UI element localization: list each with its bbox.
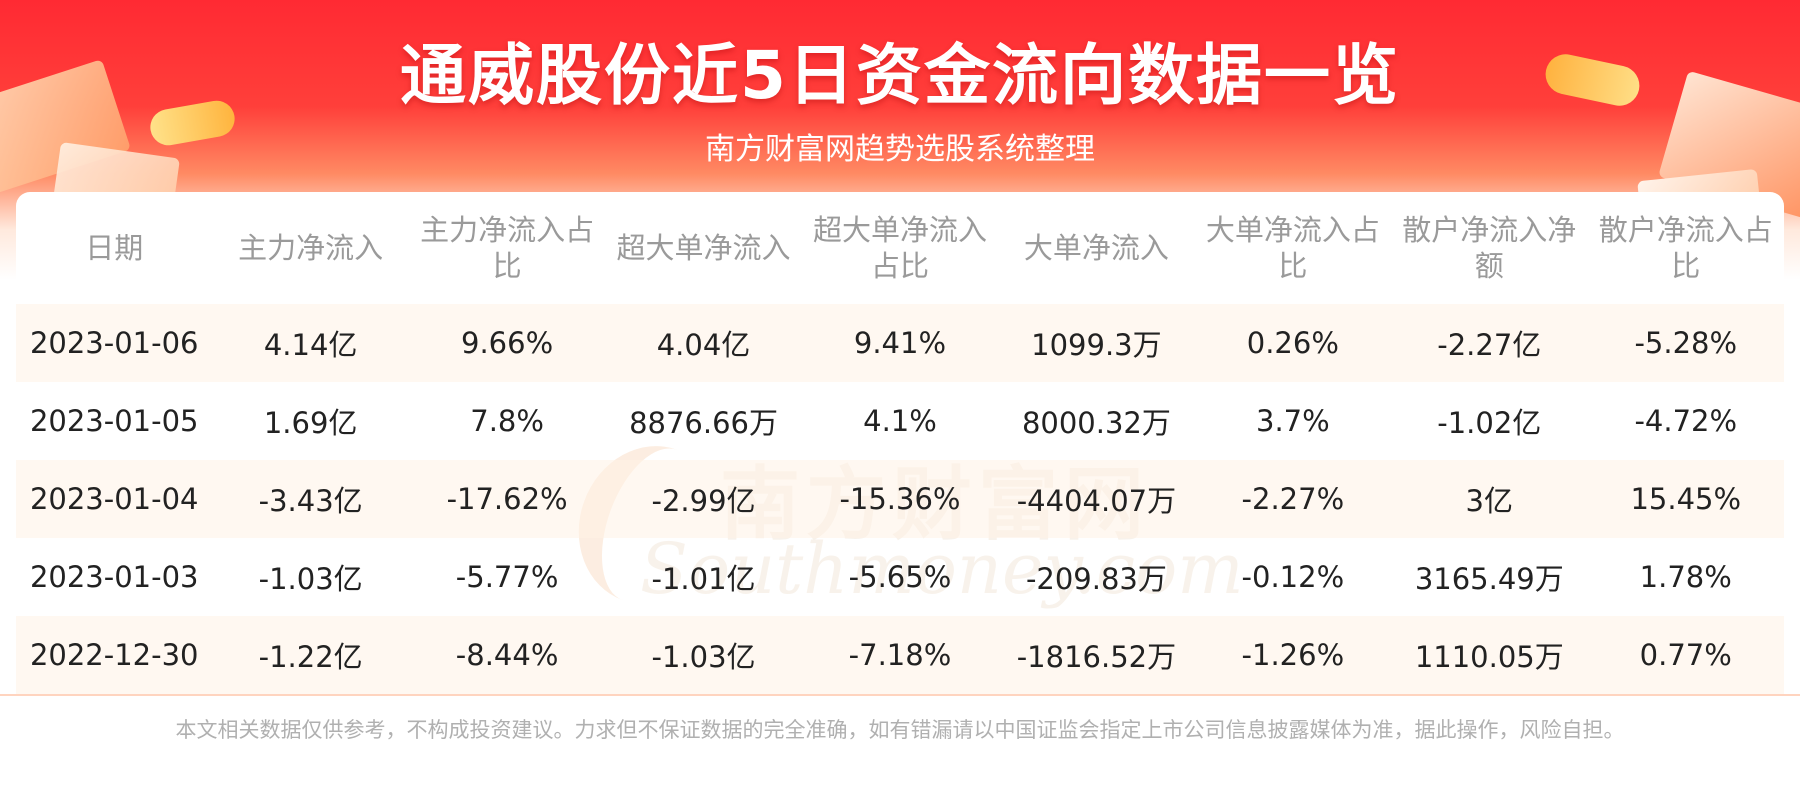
table-cell: -5.28% xyxy=(1587,304,1784,382)
column-header: 大单净流入 xyxy=(1023,231,1169,265)
table-row: 2023-01-04 -3.43亿 -17.62% -2.99亿 -15.36%… xyxy=(16,460,1784,538)
table-cell: -5.65% xyxy=(848,560,952,594)
table-cell: -2.27亿 xyxy=(1391,304,1588,382)
table-cell: 2023-01-05 xyxy=(29,404,199,438)
column-header: 大单净流入占比 xyxy=(1205,213,1380,283)
table-cell: -209.83万 xyxy=(1025,562,1167,596)
table-cell: 8000.32万 xyxy=(1021,406,1171,440)
table-row: 2023-01-03 -1.03亿 -5.77% -1.01亿 -5.65% -… xyxy=(16,538,1784,616)
table-cell: -1.26% xyxy=(1194,616,1392,694)
table-cell: 4.14亿 xyxy=(212,304,409,382)
table-cell: 2022-12-30 xyxy=(16,616,213,694)
table-cell: 1.69亿 xyxy=(263,406,358,440)
footer-divider xyxy=(0,694,1800,696)
table-cell: 9.41% xyxy=(801,304,999,382)
disclaimer-text: 本文相关数据仅供参考，不构成投资建议。力求但不保证数据的完全准确，如有错漏请以中… xyxy=(175,718,1625,742)
table-cell: 2023-01-03 xyxy=(29,560,199,594)
table-cell: 9.66% xyxy=(408,304,606,382)
table-cell: 1.78% xyxy=(1639,560,1732,594)
table-cell: 7.8% xyxy=(470,404,544,438)
table-cell: -8.44% xyxy=(408,616,606,694)
table-cell: -1.22亿 xyxy=(212,616,409,694)
column-header: 超大单净流入占比 xyxy=(812,213,987,283)
table-cell: -5.77% xyxy=(455,560,559,594)
table-cell: -2.99亿 xyxy=(605,460,802,538)
table-cell: 4.04亿 xyxy=(605,304,802,382)
table-cell: -15.36% xyxy=(801,460,999,538)
table-cell: 2023-01-04 xyxy=(16,460,213,538)
table-cell: 2023-01-06 xyxy=(16,304,213,382)
table-cell: 8876.66万 xyxy=(629,406,778,440)
table-cell: -7.18% xyxy=(801,616,999,694)
table-card xyxy=(16,192,1784,696)
table-cell: -1.01亿 xyxy=(651,562,756,596)
table-cell: 3亿 xyxy=(1391,460,1588,538)
table-cell: -4.72% xyxy=(1634,404,1738,438)
table-cell: -1816.52万 xyxy=(998,616,1195,694)
table-cell: 1110.05万 xyxy=(1391,616,1588,694)
table-cell: -2.27% xyxy=(1194,460,1392,538)
table-cell: -1.02亿 xyxy=(1437,406,1542,440)
table-cell: -4404.07万 xyxy=(998,460,1195,538)
table-header-row: 日期 主力净流入 主力净流入占比 超大单净流入 超大单净流入占比 大单净流入 大… xyxy=(16,192,1784,304)
fund-flow-table: 日期 主力净流入 主力净流入占比 超大单净流入 超大单净流入占比 大单净流入 大… xyxy=(16,192,1784,694)
table-cell: 0.26% xyxy=(1194,304,1392,382)
table-cell: 0.77% xyxy=(1587,616,1784,694)
table-cell: 3.7% xyxy=(1256,404,1330,438)
table-cell: -3.43亿 xyxy=(212,460,409,538)
column-header: 主力净流入 xyxy=(238,231,384,265)
table-row: 2023-01-05 1.69亿 7.8% 8876.66万 4.1% 8000… xyxy=(16,382,1784,460)
table-cell: 15.45% xyxy=(1587,460,1784,538)
page-title: 通威股份近5日资金流向数据一览 xyxy=(400,37,1400,114)
table-cell: -1.03亿 xyxy=(605,616,802,694)
table-row: 2023-01-06 4.14亿 9.66% 4.04亿 9.41% 1099.… xyxy=(16,304,1784,382)
page-subtitle: 南方财富网趋势选股系统整理 xyxy=(705,132,1095,167)
table-cell: 1099.3万 xyxy=(998,304,1195,382)
table-cell: 4.1% xyxy=(863,404,937,438)
column-header: 主力净流入占比 xyxy=(420,213,595,283)
table-cell: -1.03亿 xyxy=(258,562,363,596)
column-header: 散户净流入净额 xyxy=(1402,213,1577,283)
column-header: 超大单净流入 xyxy=(616,231,791,265)
table-row: 2022-12-30 -1.22亿 -8.44% -1.03亿 -7.18% -… xyxy=(16,616,1784,694)
column-header: 散户净流入占比 xyxy=(1598,213,1773,283)
column-header: 日期 xyxy=(85,231,144,265)
table-cell: -0.12% xyxy=(1241,560,1345,594)
table-cell: 3165.49万 xyxy=(1414,562,1564,596)
table-cell: -17.62% xyxy=(408,460,606,538)
